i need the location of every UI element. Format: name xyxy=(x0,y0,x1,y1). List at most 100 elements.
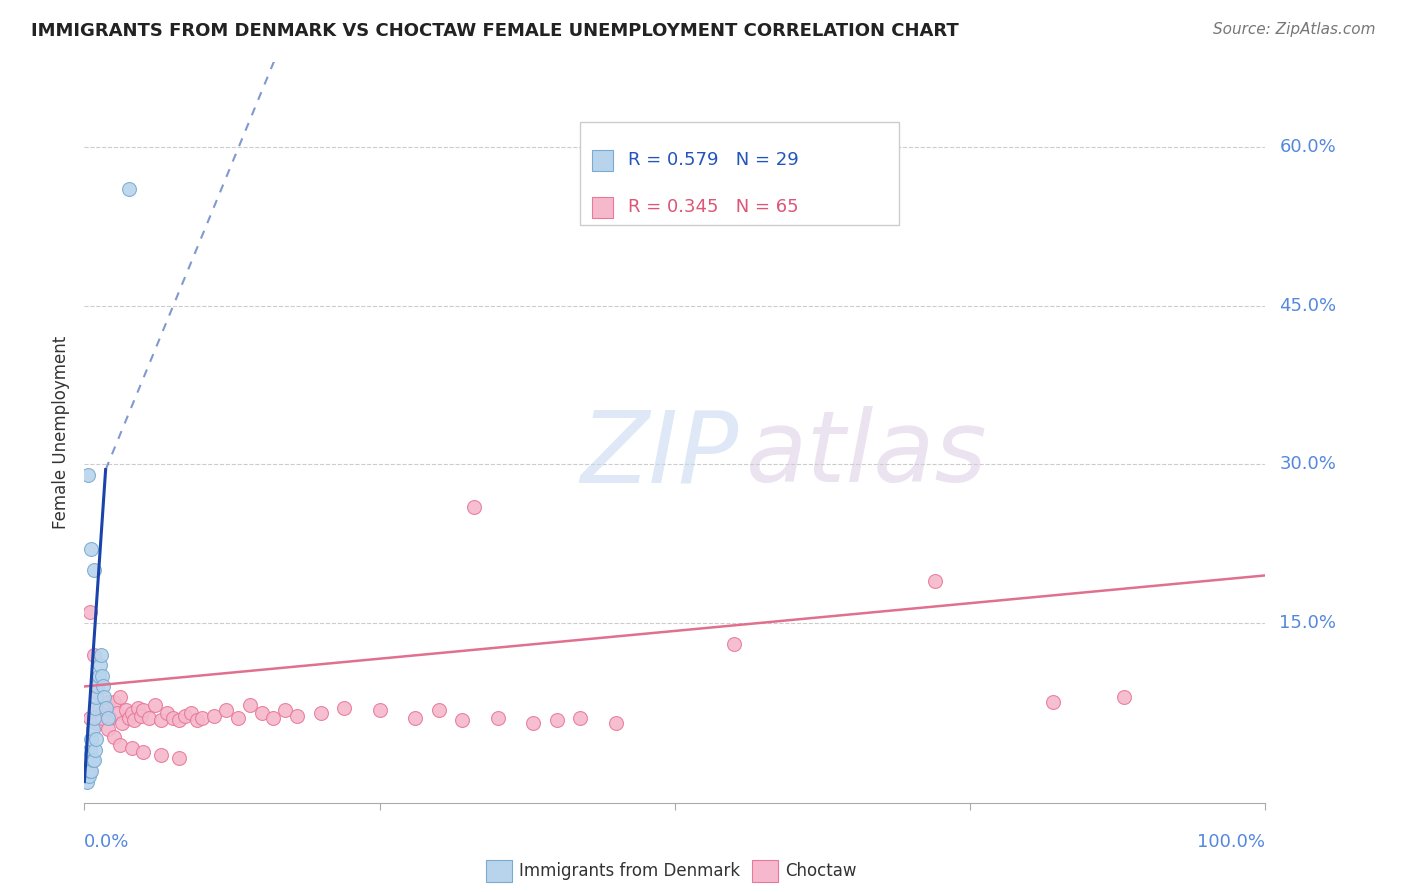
Point xyxy=(108,738,131,752)
Point xyxy=(143,698,166,713)
Text: Choctaw: Choctaw xyxy=(785,862,856,880)
Point xyxy=(202,709,225,723)
Point xyxy=(546,714,568,728)
Point xyxy=(173,709,195,723)
Point xyxy=(1112,690,1135,704)
Point xyxy=(262,711,284,725)
Point xyxy=(103,730,125,744)
Point xyxy=(156,706,179,720)
Point xyxy=(83,754,105,768)
Point xyxy=(77,754,100,768)
Y-axis label: Female Unemployment: Female Unemployment xyxy=(52,336,70,529)
Text: 60.0%: 60.0% xyxy=(1279,138,1336,156)
Text: IMMIGRANTS FROM DENMARK VS CHOCTAW FEMALE UNEMPLOYMENT CORRELATION CHART: IMMIGRANTS FROM DENMARK VS CHOCTAW FEMAL… xyxy=(31,22,959,40)
Point xyxy=(107,706,129,720)
Point xyxy=(97,711,120,725)
Point xyxy=(80,541,103,556)
Point xyxy=(84,732,107,747)
Point xyxy=(91,680,114,694)
Point xyxy=(404,711,426,725)
Point xyxy=(84,743,107,757)
Point xyxy=(723,637,745,651)
Point xyxy=(87,700,110,714)
Text: Immigrants from Denmark: Immigrants from Denmark xyxy=(519,862,740,880)
Point xyxy=(79,764,101,778)
Point xyxy=(80,764,103,778)
Point xyxy=(94,700,117,714)
Point xyxy=(368,703,391,717)
Point xyxy=(114,703,136,717)
Point xyxy=(186,714,208,728)
Text: 30.0%: 30.0% xyxy=(1279,455,1336,474)
Point xyxy=(86,680,108,694)
Point xyxy=(91,669,114,683)
Point xyxy=(162,711,184,725)
Point xyxy=(121,706,143,720)
Point xyxy=(463,500,485,514)
Point xyxy=(82,754,104,768)
Point xyxy=(924,574,946,588)
Text: R = 0.579   N = 29: R = 0.579 N = 29 xyxy=(627,151,799,169)
Point xyxy=(108,690,131,704)
Point xyxy=(167,751,190,765)
Point xyxy=(84,690,107,704)
Point xyxy=(91,711,114,725)
Point xyxy=(98,711,121,725)
Point xyxy=(132,703,155,717)
Point xyxy=(150,714,173,728)
Point xyxy=(129,709,152,723)
Point xyxy=(94,700,117,714)
Point xyxy=(285,709,308,723)
Point xyxy=(77,467,100,482)
Point xyxy=(93,690,115,704)
Text: ZIP: ZIP xyxy=(581,407,738,503)
Point xyxy=(122,714,145,728)
Point xyxy=(215,703,238,717)
Point xyxy=(90,648,112,662)
Point xyxy=(451,714,474,728)
Point xyxy=(569,711,592,725)
Text: Source: ZipAtlas.com: Source: ZipAtlas.com xyxy=(1212,22,1375,37)
Point xyxy=(309,706,332,720)
Point xyxy=(84,700,107,714)
FancyBboxPatch shape xyxy=(592,150,613,171)
Point xyxy=(167,714,190,728)
FancyBboxPatch shape xyxy=(486,860,512,882)
Point xyxy=(180,706,202,720)
Point xyxy=(226,711,249,725)
Point xyxy=(79,743,101,757)
Point xyxy=(83,648,105,662)
Point xyxy=(605,716,627,731)
Point xyxy=(97,722,120,736)
Text: 15.0%: 15.0% xyxy=(1279,614,1336,632)
Point xyxy=(132,745,155,759)
Point xyxy=(118,711,141,725)
Point xyxy=(103,695,125,709)
Point xyxy=(84,716,107,731)
Point xyxy=(83,563,105,577)
Point xyxy=(118,182,141,196)
Point xyxy=(486,711,509,725)
Text: 0.0%: 0.0% xyxy=(84,833,129,851)
Text: 45.0%: 45.0% xyxy=(1279,297,1337,315)
Point xyxy=(150,748,173,763)
Point xyxy=(89,658,111,673)
Point xyxy=(87,669,110,683)
Point xyxy=(80,732,103,747)
Point xyxy=(84,685,107,699)
Point xyxy=(522,716,544,731)
Text: R = 0.345   N = 65: R = 0.345 N = 65 xyxy=(627,198,799,216)
Text: atlas: atlas xyxy=(745,407,987,503)
Point xyxy=(191,711,214,725)
Point xyxy=(83,711,105,725)
Point xyxy=(333,700,356,714)
FancyBboxPatch shape xyxy=(592,197,613,218)
FancyBboxPatch shape xyxy=(581,121,900,226)
Point xyxy=(121,740,143,755)
Point xyxy=(138,711,160,725)
Point xyxy=(76,774,98,789)
Point xyxy=(77,764,100,778)
Point xyxy=(97,695,120,709)
Point xyxy=(77,769,100,783)
Point xyxy=(239,698,262,713)
